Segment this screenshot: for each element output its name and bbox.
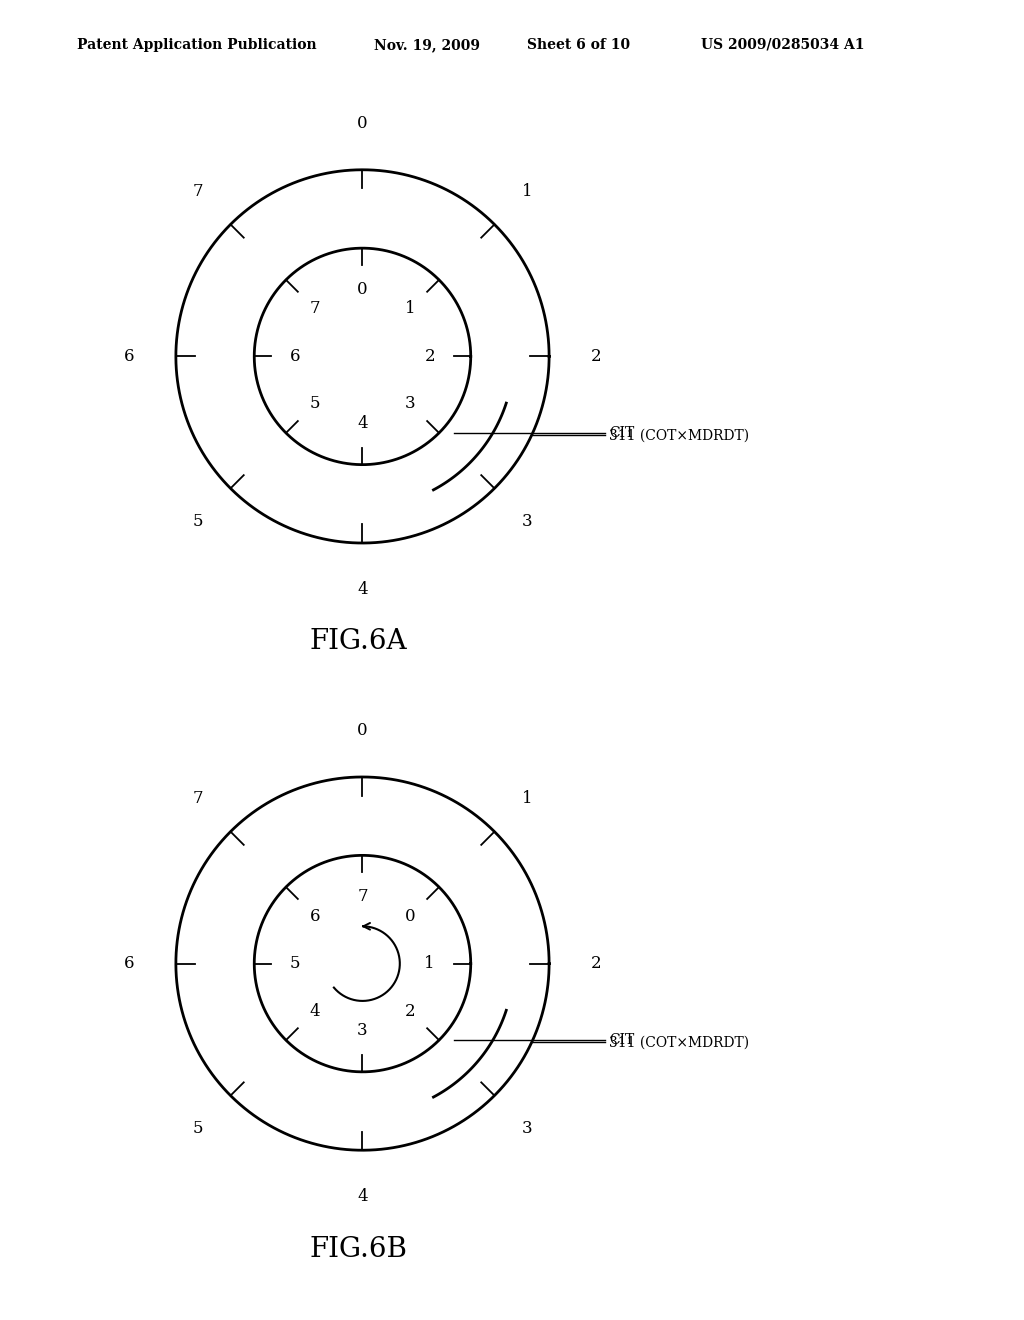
Text: FIG.6A: FIG.6A <box>309 628 408 656</box>
Text: Sheet 6 of 10: Sheet 6 of 10 <box>527 38 631 51</box>
Text: 7: 7 <box>357 888 368 906</box>
Text: 2: 2 <box>591 956 601 972</box>
Text: 5: 5 <box>193 1121 203 1137</box>
Text: 6: 6 <box>124 348 134 364</box>
Text: 4: 4 <box>357 581 368 598</box>
Text: 1: 1 <box>522 791 532 807</box>
Text: 7: 7 <box>193 791 203 807</box>
Text: 7: 7 <box>193 183 203 199</box>
Text: 2: 2 <box>404 1003 416 1019</box>
Text: 0: 0 <box>357 115 368 132</box>
Text: 5: 5 <box>309 396 321 412</box>
Text: 5: 5 <box>290 956 301 972</box>
Text: 4: 4 <box>357 414 368 432</box>
Text: 3: 3 <box>357 1022 368 1039</box>
Text: 311 (COT×MDRDT): 311 (COT×MDRDT) <box>609 1035 749 1049</box>
Text: FIG.6B: FIG.6B <box>309 1236 408 1263</box>
Text: 4: 4 <box>357 1188 368 1205</box>
Text: 0: 0 <box>357 722 368 739</box>
Text: 2: 2 <box>424 348 435 364</box>
Text: CIT: CIT <box>609 1034 634 1047</box>
Text: 1: 1 <box>522 183 532 199</box>
Text: 2: 2 <box>591 348 601 364</box>
Text: US 2009/0285034 A1: US 2009/0285034 A1 <box>701 38 865 51</box>
Text: 6: 6 <box>290 348 301 364</box>
Text: 3: 3 <box>522 1121 532 1137</box>
Text: 311 (COT×MDRDT): 311 (COT×MDRDT) <box>609 428 749 442</box>
Text: 6: 6 <box>124 956 134 972</box>
Text: CIT: CIT <box>609 426 634 440</box>
Text: 3: 3 <box>522 513 532 529</box>
Text: 0: 0 <box>404 908 416 924</box>
Text: 6: 6 <box>309 908 321 924</box>
Text: 1: 1 <box>424 956 435 972</box>
Text: 5: 5 <box>193 513 203 529</box>
Text: 3: 3 <box>404 396 416 412</box>
Text: 4: 4 <box>309 1003 321 1019</box>
Text: 0: 0 <box>357 281 368 298</box>
Text: 1: 1 <box>404 301 416 317</box>
Text: 7: 7 <box>309 301 321 317</box>
Text: Patent Application Publication: Patent Application Publication <box>77 38 316 51</box>
Text: Nov. 19, 2009: Nov. 19, 2009 <box>374 38 480 51</box>
